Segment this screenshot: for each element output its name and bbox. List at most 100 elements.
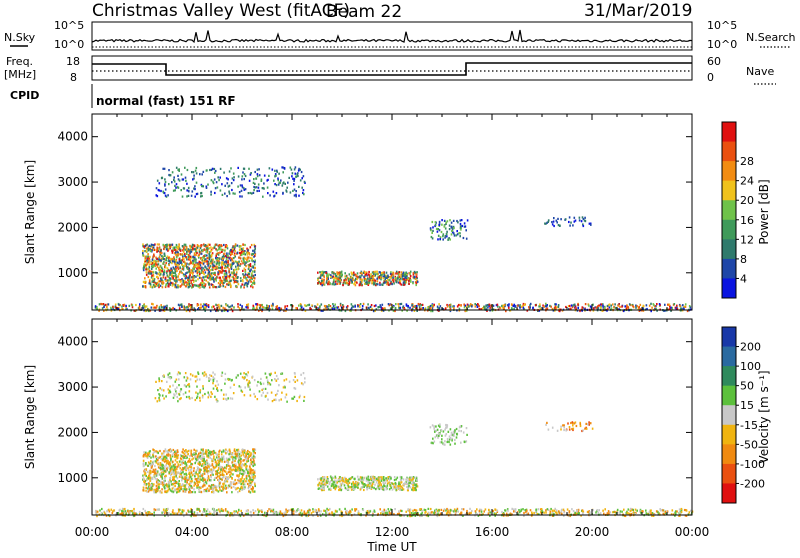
scatter-cell [192, 284, 194, 286]
scatter-cell [461, 219, 463, 221]
scatter-cell [262, 187, 264, 189]
scatter-cell [519, 307, 521, 309]
scatter-cell [267, 192, 269, 194]
scatter-cell [253, 512, 255, 514]
scatter-cell [522, 508, 524, 510]
scatter-cell [408, 280, 410, 282]
scatter-cell [211, 458, 213, 460]
scatter-cell [241, 254, 243, 256]
scatter-cell [630, 508, 632, 510]
scatter-cell [395, 277, 397, 279]
scatter-cell [409, 307, 411, 309]
scatter-cell [294, 178, 296, 180]
scatter-cell [572, 224, 574, 226]
scatter-cell [401, 271, 403, 273]
scatter-cell [551, 221, 553, 223]
scatter-cell [333, 283, 335, 285]
scatter-cell [193, 268, 195, 270]
scatter-cell [326, 282, 328, 284]
scatter-cell [649, 305, 651, 307]
scatter-cell [208, 282, 210, 284]
scatter-cell [155, 450, 157, 452]
scatter-cell [607, 305, 609, 307]
scatter-cell [477, 306, 479, 308]
scatter-cell [216, 266, 218, 268]
scatter-cell [155, 307, 157, 309]
scatter-cell [144, 483, 146, 485]
scatter-cell [398, 510, 400, 512]
scatter-cell [203, 303, 205, 305]
scatter-cell [254, 245, 256, 247]
scatter-cell [190, 306, 192, 308]
scatter-cell [158, 260, 160, 262]
scatter-cell [556, 509, 558, 511]
scatter-cell [341, 273, 343, 275]
scatter-cell [172, 307, 174, 309]
scatter-cell [553, 225, 555, 227]
scatter-cell [281, 308, 283, 310]
scatter-cell [175, 284, 177, 286]
scatter-cell [424, 509, 426, 511]
scatter-cell [474, 303, 476, 305]
scatter-cell [449, 512, 451, 514]
scatter-cell [228, 191, 230, 193]
scatter-cell [609, 306, 611, 308]
scatter-cell [233, 306, 235, 308]
scatter-cell [190, 247, 192, 249]
scatter-cell [220, 168, 222, 170]
scatter-cell [556, 512, 558, 514]
scatter-cell [164, 490, 166, 492]
scatter-cell [240, 286, 242, 288]
scatter-cell [149, 248, 151, 250]
scatter-cell [238, 449, 240, 451]
scatter-cell [369, 278, 371, 280]
scatter-cell [662, 509, 664, 511]
scatter-cell [417, 281, 419, 283]
scatter-cell [168, 283, 170, 285]
scatter-cell [156, 187, 158, 189]
scatter-cell [446, 233, 448, 235]
nave-label: Nave [746, 65, 774, 78]
scatter-cell [143, 508, 145, 510]
scatter-cell [229, 170, 231, 172]
scatter-cell [146, 271, 148, 273]
scatter-cell [320, 283, 322, 285]
scatter-cell [550, 511, 552, 513]
scatter-cell [210, 260, 212, 262]
scatter-cell [194, 185, 196, 187]
scatter-cell [217, 186, 219, 188]
scatter-cell [216, 509, 218, 511]
scatter-cell [143, 480, 145, 482]
scatter-cell [264, 512, 266, 514]
scatter-cell [252, 259, 254, 261]
scatter-cell [198, 508, 200, 510]
scatter-cell [385, 510, 387, 512]
scatter-cell [258, 168, 260, 170]
scatter-cell [240, 257, 242, 259]
scatter-cell [235, 510, 237, 512]
scatter-cell [239, 249, 241, 251]
scatter-cell [124, 304, 126, 306]
scatter-cell [317, 282, 319, 284]
scatter-cell [188, 460, 190, 462]
scatter-cell [530, 303, 532, 305]
scatter-cell [363, 509, 365, 511]
scatter-cell [487, 306, 489, 308]
scatter-cell [375, 280, 377, 282]
scatter-cell [219, 177, 221, 179]
scatter-cell [188, 469, 190, 471]
scatter-cell [431, 307, 433, 309]
scatter-cell [366, 283, 368, 285]
scatter-cell [244, 244, 246, 246]
scatter-cell [225, 508, 227, 510]
scatter-cell [184, 280, 186, 282]
scatter-cell [614, 303, 616, 305]
scatter-cell [204, 484, 206, 486]
scatter-cell [202, 286, 204, 288]
scatter-cell [292, 190, 294, 192]
scatter-cell [143, 266, 145, 268]
scatter-cell [239, 245, 241, 247]
scatter-cell [211, 269, 213, 271]
scatter-cell [346, 281, 348, 283]
